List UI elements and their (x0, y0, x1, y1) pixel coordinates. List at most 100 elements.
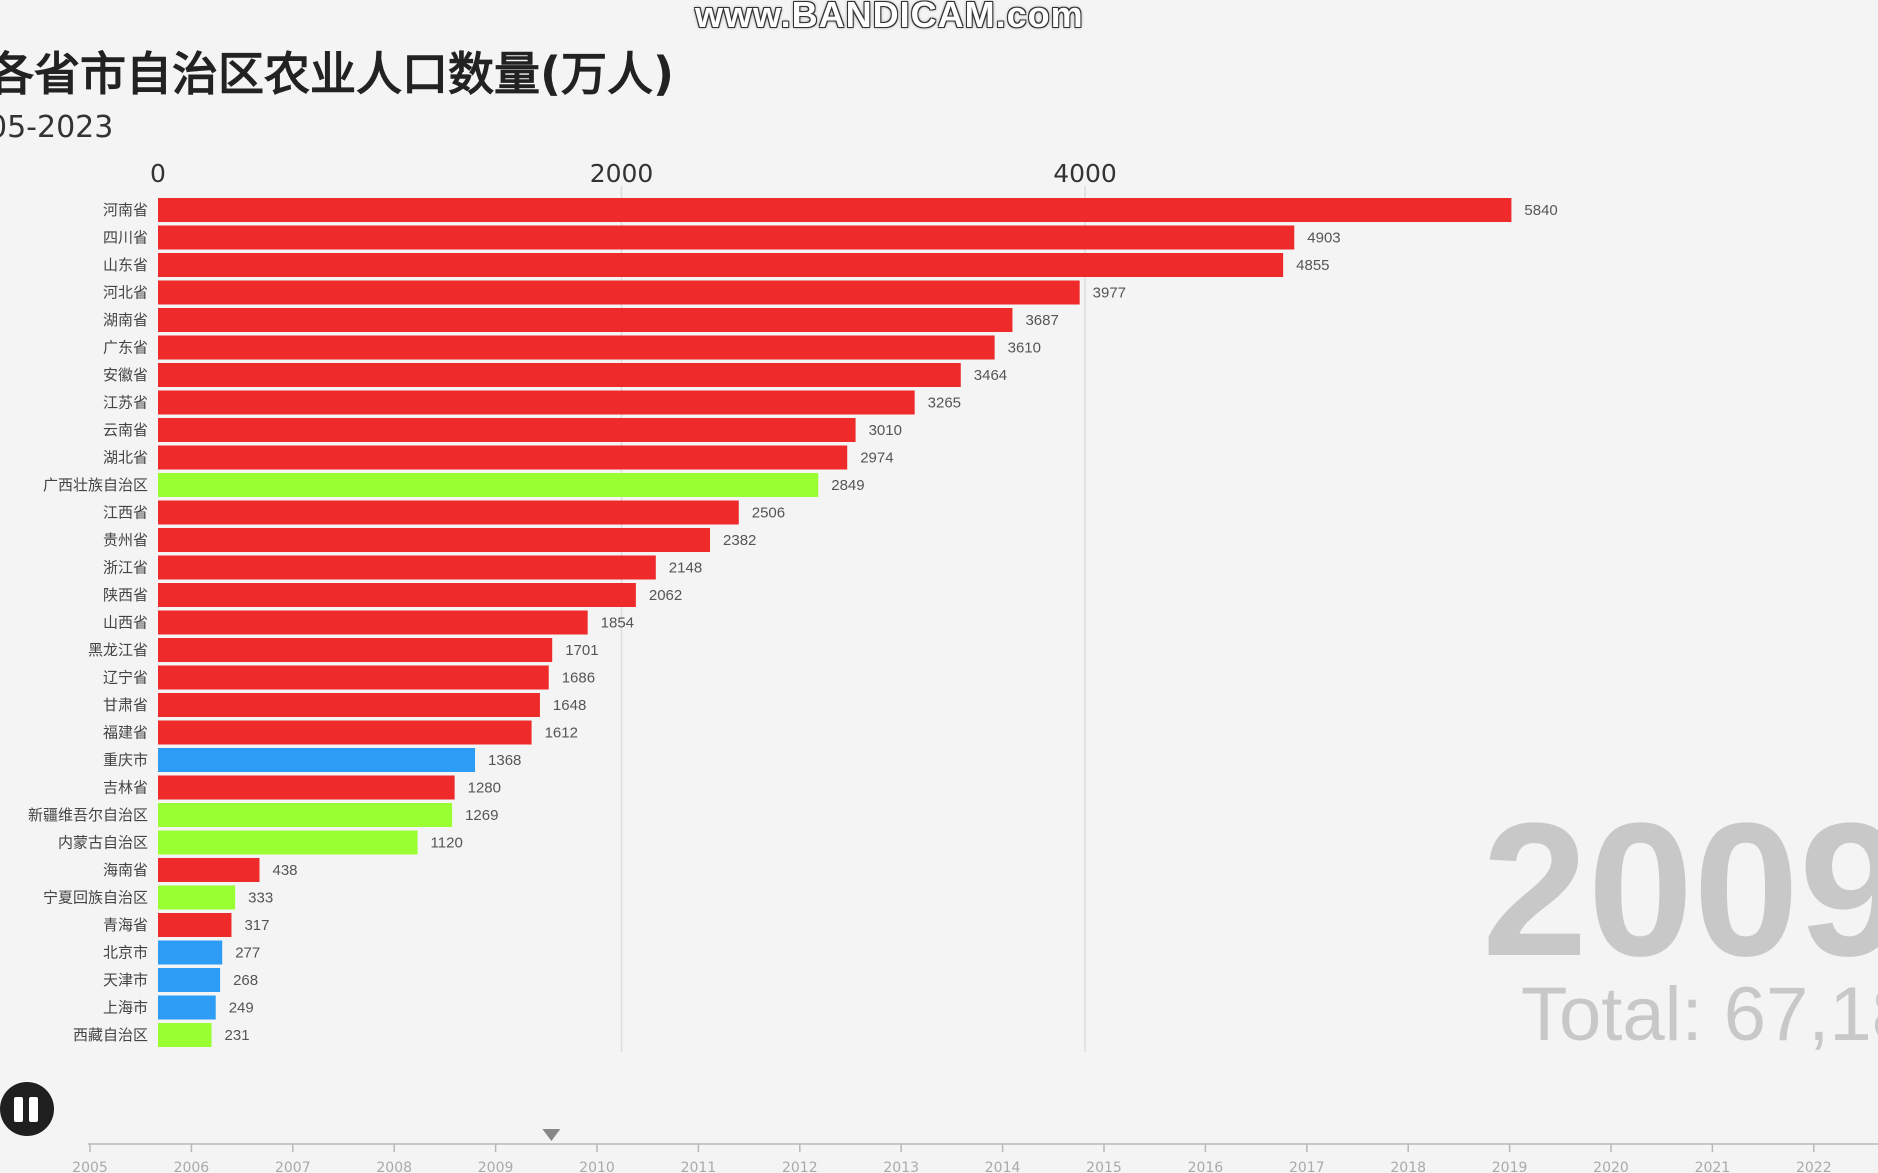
timeline-year-label[interactable]: 2018 (1390, 1160, 1426, 1173)
pause-button[interactable] (0, 1082, 54, 1136)
value-label: 1854 (601, 615, 634, 632)
value-label: 277 (235, 945, 260, 962)
value-label: 4903 (1307, 230, 1340, 247)
value-label: 2506 (752, 505, 785, 522)
timeline-year-label[interactable]: 2010 (579, 1160, 615, 1173)
timeline-year-label[interactable]: 2021 (1695, 1160, 1731, 1173)
timeline-year-label[interactable]: 2014 (985, 1160, 1021, 1173)
value-label: 1686 (562, 670, 595, 687)
bar-row: 陕西省 2062 (103, 583, 682, 607)
value-label: 3687 (1025, 312, 1058, 329)
timeline-year-label[interactable]: 2020 (1593, 1160, 1629, 1173)
timeline-year-label[interactable]: 2011 (681, 1160, 717, 1173)
value-label: 1368 (488, 752, 521, 769)
bar (158, 775, 455, 800)
category-label: 西藏自治区 (73, 1026, 148, 1044)
bar-row: 重庆市 1368 (103, 748, 521, 772)
category-label: 湖北省 (103, 449, 148, 467)
category-label: 甘肃省 (103, 696, 148, 714)
timeline-year-label[interactable]: 2008 (376, 1160, 412, 1173)
timeline-year-label[interactable]: 2017 (1289, 1160, 1325, 1173)
category-label: 安徽省 (103, 366, 148, 384)
value-label: 268 (233, 972, 258, 989)
timeline-year-label[interactable]: 2016 (1188, 1160, 1224, 1173)
timeline-year-label[interactable]: 2015 (1086, 1160, 1122, 1173)
bar (158, 610, 588, 635)
timeline-handle[interactable] (542, 1129, 561, 1141)
pause-icon (14, 1097, 23, 1122)
timeline-year-label[interactable]: 2005 (72, 1160, 108, 1173)
value-label: 1280 (468, 780, 501, 797)
bar (158, 363, 961, 387)
bar (158, 280, 1080, 305)
value-label: 438 (273, 862, 298, 879)
category-label: 云南省 (103, 421, 148, 439)
timeline-year-label[interactable]: 2012 (782, 1160, 818, 1173)
bar (158, 500, 739, 525)
bar (158, 253, 1284, 277)
category-label: 内蒙古自治区 (58, 834, 148, 852)
timeline-year-label[interactable]: 2022 (1796, 1160, 1832, 1173)
category-label: 青海省 (103, 916, 148, 934)
category-label: 河北省 (103, 284, 148, 302)
bar (158, 1023, 212, 1047)
timeline-year-label[interactable]: 2019 (1492, 1160, 1528, 1173)
bar-row: 广东省 3610 (103, 335, 1041, 360)
bar-row: 安徽省 3464 (103, 363, 1007, 387)
value-label: 1612 (545, 725, 578, 742)
timeline-slider[interactable]: 2005 2006 2007 2008 2009 2010 2011 2012 2013 2014… (0, 1125, 1878, 1173)
x-tick-label: 4000 (1053, 159, 1117, 188)
value-label: 1269 (465, 807, 498, 824)
timeline-year-label[interactable]: 2006 (174, 1160, 210, 1173)
value-label: 2849 (831, 477, 864, 494)
timeline-year-label[interactable]: 2009 (478, 1160, 514, 1173)
timeline-year-label[interactable]: 2013 (883, 1160, 919, 1173)
current-year: 2009 (1482, 784, 1878, 996)
category-label: 上海市 (103, 999, 148, 1017)
category-label: 黑龙江省 (88, 641, 148, 659)
timeline-year-label[interactable]: 2007 (275, 1160, 311, 1173)
category-label: 广西壮族自治区 (43, 476, 148, 494)
bar (158, 693, 540, 717)
bar-row: 北京市 277 (103, 940, 260, 965)
bar-row: 海南省 438 (103, 858, 298, 882)
bar (158, 528, 711, 552)
category-label: 海南省 (103, 861, 148, 879)
bar-row: 天津市 268 (103, 968, 258, 992)
category-label: 天津市 (103, 971, 148, 989)
bar-row: 四川省 4903 (103, 225, 1341, 250)
bar (158, 638, 553, 662)
bar (158, 308, 1013, 332)
watermark: www.BANDICAM.com (695, 0, 1084, 35)
category-label: 福建省 (103, 724, 148, 742)
value-label: 1701 (565, 642, 598, 659)
chart-title: 各省市自治区农业人口数量(万人) (0, 47, 675, 101)
bar-chart: 0 2000 4000 河南省 5840 四川省 4903 山东省 4855 河北省 3977 湖南省… (28, 159, 1558, 1052)
bar-row: 河南省 5840 (103, 198, 1558, 222)
bar (158, 198, 1512, 222)
value-label: 317 (244, 917, 269, 934)
x-tick-label: 2000 (590, 159, 654, 188)
category-label: 重庆市 (103, 751, 148, 769)
bar-row: 江苏省 3265 (103, 390, 961, 415)
value-label: 2148 (669, 560, 702, 577)
value-label: 1120 (431, 835, 463, 852)
bar (158, 225, 1295, 250)
value-label: 2382 (723, 532, 756, 549)
bar (158, 803, 453, 827)
bar (158, 583, 636, 607)
category-label: 广东省 (103, 339, 148, 357)
value-label: 249 (229, 1000, 254, 1017)
bar-row: 山西省 1854 (103, 610, 634, 635)
category-label: 吉林省 (103, 779, 148, 797)
value-label: 4855 (1296, 257, 1329, 274)
value-label: 3265 (928, 395, 961, 412)
bar-row: 河北省 3977 (103, 280, 1126, 305)
category-label: 宁夏回族自治区 (43, 889, 148, 907)
bar (158, 995, 216, 1020)
value-label: 5840 (1524, 202, 1557, 219)
bar (158, 555, 656, 580)
category-label: 贵州省 (103, 531, 148, 549)
bar (158, 968, 221, 992)
value-label: 2062 (649, 587, 682, 604)
